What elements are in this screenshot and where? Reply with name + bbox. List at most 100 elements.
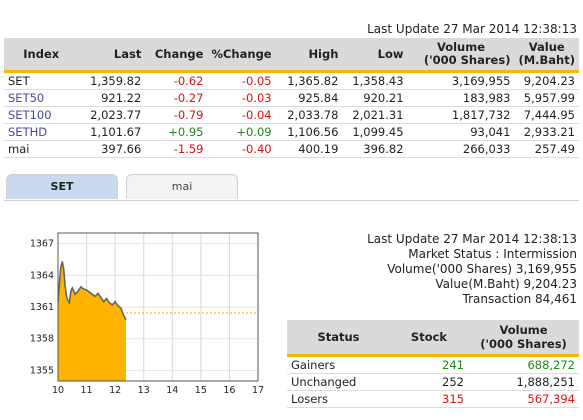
index-low: 396.82 <box>363 142 404 156</box>
status-label: Unchanged <box>287 373 390 391</box>
index-value: 257.49 <box>534 142 575 156</box>
index-change: -0.79 <box>173 108 204 122</box>
table-row: Gainers 241 688,272 <box>287 355 579 374</box>
plot-border <box>57 232 259 382</box>
index-change: -0.27 <box>173 91 204 105</box>
col-stock: Stock <box>390 320 468 357</box>
status-table: Status Stock Volume ('000 Shares) Gainer… <box>287 320 579 408</box>
index-value: 7,444.95 <box>523 108 575 122</box>
x-tick-label: 15 <box>195 385 207 396</box>
market-volume: Volume('000 Shares) 3,169,955 <box>387 262 577 276</box>
market-status: Market Status : Intermission <box>408 247 577 261</box>
index-low: 1,099.45 <box>352 125 404 139</box>
col-volume-line2: ('000 Shares) <box>423 53 511 67</box>
table-row[interactable]: SET100 2,023.77 -0.79 -0.04 2,033.78 2,0… <box>4 107 579 124</box>
x-tick-label: 17 <box>252 385 264 396</box>
index-area <box>58 261 126 381</box>
col-status-volume: Volume ('000 Shares) <box>468 320 579 357</box>
index-high: 2,033.78 <box>287 108 339 122</box>
index-last: 2,023.77 <box>90 108 142 122</box>
col-last: Last <box>78 38 146 73</box>
index-last: 1,101.67 <box>90 125 142 139</box>
x-tick-label: 13 <box>138 385 150 396</box>
status-stock: 241 <box>390 355 468 374</box>
market-tabs: SET mai <box>4 174 579 201</box>
index-last: 921.22 <box>101 91 142 105</box>
index-line <box>57 261 127 321</box>
x-tick-label: 12 <box>109 385 121 396</box>
table-row: Losers 315 567,394 <box>287 390 579 408</box>
table-row[interactable]: SET 1,359.82 -0.62 -0.05 1,365.82 1,358.… <box>4 72 579 90</box>
col-status: Status <box>287 320 390 357</box>
index-name[interactable]: SET50 <box>8 91 45 105</box>
status-stock: 315 <box>390 390 468 408</box>
index-value: 9,204.23 <box>523 74 575 88</box>
index-pchange: -0.03 <box>241 91 272 105</box>
index-last: 397.66 <box>101 142 142 156</box>
index-last: 1,359.82 <box>90 74 142 88</box>
table-row[interactable]: mai 397.66 -1.59 -0.40 400.19 396.82 266… <box>4 141 579 158</box>
table-row: Unchanged 252 1,888,251 <box>287 373 579 391</box>
index-volume: 183,983 <box>462 91 511 105</box>
col-index: Index <box>4 38 79 73</box>
index-name[interactable]: mai <box>8 142 30 156</box>
y-tick-label: 1364 <box>30 270 54 281</box>
status-volume: 688,272 <box>468 355 579 374</box>
index-value: 2,933.21 <box>523 125 575 139</box>
tab-mai[interactable]: mai <box>126 174 238 199</box>
x-tick-label: 11 <box>81 385 93 396</box>
table-row[interactable]: SET50 921.22 -0.27 -0.03 925.84 920.21 1… <box>4 90 579 107</box>
col-value: Value (M.Baht) <box>514 38 579 73</box>
index-low: 920.21 <box>363 91 404 105</box>
index-change: -0.62 <box>173 74 204 88</box>
x-tick-label: 10 <box>52 385 64 396</box>
col-low: Low <box>342 38 408 73</box>
index-low: 2,021.31 <box>352 108 404 122</box>
index-volume: 266,033 <box>462 142 511 156</box>
index-pchange: +0.09 <box>236 125 272 139</box>
index-change: -1.59 <box>173 142 204 156</box>
market-last-update: Last Update 27 Mar 2014 12:38:13 <box>367 232 577 246</box>
y-tick-label: 1358 <box>30 334 54 345</box>
index-high: 1,365.82 <box>287 74 339 88</box>
index-name[interactable]: SET <box>8 74 30 88</box>
index-high: 400.19 <box>298 142 339 156</box>
col-change: Change <box>145 38 208 73</box>
col-high: High <box>275 38 343 73</box>
index-change: +0.95 <box>168 125 204 139</box>
status-label: Gainers <box>287 355 390 374</box>
col-status-volume-line2: ('000 Shares) <box>480 337 567 351</box>
index-value: 5,957.99 <box>523 91 575 105</box>
status-stock: 252 <box>390 373 468 391</box>
col-volume-line1: Volume <box>436 40 486 54</box>
y-tick-label: 1361 <box>30 302 54 313</box>
tab-set[interactable]: SET <box>6 174 118 199</box>
index-name[interactable]: SET100 <box>8 108 52 122</box>
market-value: Value(M.Baht) 9,204.23 <box>435 277 577 291</box>
index-pchange: -0.40 <box>241 142 272 156</box>
col-volume: Volume ('000 Shares) <box>407 38 515 73</box>
index-volume: 1,817,732 <box>451 108 511 122</box>
table-row[interactable]: SETHD 1,101.67 +0.95 +0.09 1,106.56 1,09… <box>4 124 579 141</box>
col-value-line2: (M.Baht) <box>518 53 575 67</box>
index-high: 925.84 <box>298 91 339 105</box>
col-pchange: %Change <box>207 38 276 73</box>
index-volume: 3,169,955 <box>451 74 511 88</box>
col-status-volume-line1: Volume <box>499 323 548 337</box>
index-intraday-chart: 10 11 12 13 14 15 16 17 1367 1364 1361 1358 1355 <box>30 232 264 396</box>
market-info: Last Update 27 Mar 2014 12:38:13 Market … <box>367 232 577 307</box>
index-table: Index Last Change %Change High Low Volum… <box>4 38 579 158</box>
market-transaction: Transaction 84,461 <box>462 292 577 306</box>
index-low: 1,358.43 <box>352 74 404 88</box>
index-high: 1,106.56 <box>287 125 339 139</box>
index-name[interactable]: SETHD <box>8 125 48 139</box>
index-volume: 93,041 <box>470 125 511 139</box>
last-update-top: Last Update 27 Mar 2014 12:38:13 <box>367 22 577 36</box>
status-volume: 1,888,251 <box>468 373 579 391</box>
y-tick-label: 1355 <box>30 365 54 376</box>
status-volume: 567,394 <box>468 390 579 408</box>
index-pchange: -0.05 <box>241 74 272 88</box>
x-tick-label: 16 <box>223 385 235 396</box>
col-value-line1: Value <box>528 40 565 54</box>
y-tick-label: 1367 <box>30 239 54 250</box>
